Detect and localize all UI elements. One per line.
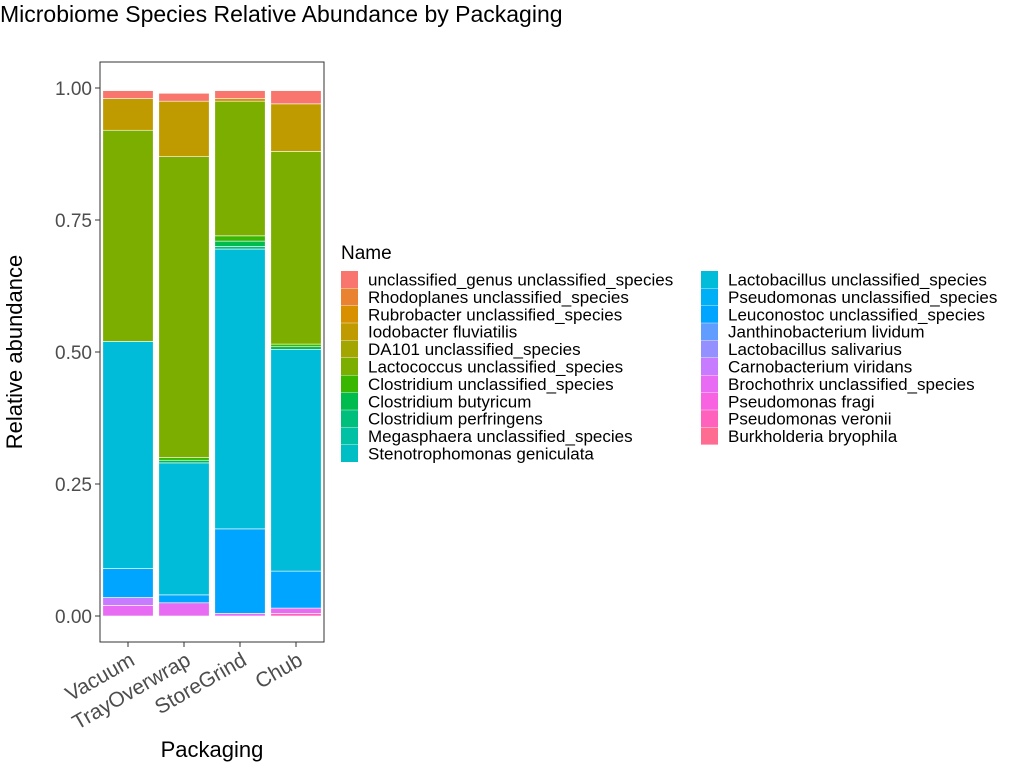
bar-segment [214, 100, 266, 237]
chart-title: Microbiome Species Relative Abundance by… [0, 1, 563, 27]
legend-label: Carnobacterium viridans [728, 358, 912, 377]
y-tick-label: 0.25 [55, 475, 92, 496]
legend-swatch [701, 305, 718, 323]
legend-label: unclassified_genus unclassified_species [368, 271, 673, 290]
legend-swatch [341, 392, 358, 410]
legend-swatch [701, 288, 718, 306]
legend-swatch [701, 271, 718, 288]
bar-segment [270, 349, 322, 572]
bar-segment [158, 459, 210, 464]
legend-title: Name [341, 243, 392, 264]
legend-label: Clostridium butyricum [368, 392, 531, 411]
legend-swatch [701, 358, 718, 375]
legend-label: Rubrobacter unclassified_species [368, 305, 622, 324]
plot-area [99, 61, 325, 643]
bar-segment [214, 90, 266, 99]
bar-segment [158, 602, 210, 617]
legend-swatch [341, 305, 358, 323]
y-tick-label: 0.75 [55, 211, 92, 232]
y-axis-label: Relative abundance [2, 255, 27, 449]
bar-segment [270, 570, 322, 609]
legend-label: Iodobacter fluviatilis [368, 323, 517, 342]
legend-swatch [701, 375, 718, 393]
legend-swatch [341, 445, 358, 462]
bar-segment [214, 240, 266, 247]
bar-segment [214, 235, 266, 242]
bar-segment [102, 605, 154, 617]
legend-swatch [701, 410, 718, 428]
bar-segment [214, 528, 266, 614]
legend-swatch [701, 392, 718, 410]
legend-label: Pseudomonas unclassified_species [728, 288, 997, 307]
legend-swatch [341, 358, 358, 375]
legend-label: Lactobacillus salivarius [728, 340, 902, 359]
legend-label: Pseudomonas fragi [728, 392, 874, 411]
bar-segment [102, 90, 154, 99]
legend-label: Burkholderia bryophila [728, 427, 898, 446]
bar-segment [102, 568, 154, 598]
bar-segment [270, 346, 322, 350]
bar-segment [158, 156, 210, 458]
legend-label: Megasphaera unclassified_species [368, 427, 633, 446]
bar-segment [270, 343, 322, 348]
y-axis: 0.00 0.25 0.50 0.75 1.00 [55, 79, 100, 628]
y-tick-label: 0.50 [55, 343, 92, 364]
y-tick-label: 0.00 [55, 607, 92, 628]
bar-segment [102, 597, 154, 606]
legend-swatch [341, 271, 358, 288]
legend-label: Leuconostoc unclassified_species [728, 305, 985, 324]
x-axis-label: Packaging [161, 737, 264, 762]
legend-label: Clostridium unclassified_species [368, 375, 614, 394]
bar-segment [102, 129, 154, 342]
bar-segment [158, 457, 210, 461]
legend-swatch [701, 323, 718, 341]
bar-segment [270, 90, 322, 105]
legend-label: Lactococcus unclassified_species [368, 358, 623, 377]
bar-segment [214, 248, 266, 530]
bar-segment [158, 100, 210, 157]
legend-swatch [341, 340, 358, 358]
legend-label: Rhodoplanes unclassified_species [368, 288, 629, 307]
x-tick-label: Chub [252, 648, 307, 693]
bar-segment [270, 151, 322, 345]
bar-segment [158, 462, 210, 596]
legend-swatch [341, 410, 358, 428]
legend-label: DA101 unclassified_species [368, 340, 581, 359]
legend-label: Lactobacillus unclassified_species [728, 271, 987, 290]
bar-segment [102, 341, 154, 569]
legend-label: Brochothrix unclassified_species [728, 375, 975, 394]
legend-swatch [341, 323, 358, 341]
legend-label: Pseudomonas veronii [728, 410, 891, 429]
bar-segment [158, 92, 210, 102]
bar-segment [270, 103, 322, 152]
legend-label: Stenotrophomonas geniculata [368, 445, 594, 464]
legend: unclassified_genus unclassified_speciesR… [341, 271, 997, 464]
legend-swatch [341, 288, 358, 306]
bar-segment [270, 607, 322, 614]
bar-segment [214, 613, 266, 617]
legend-swatch [701, 340, 718, 358]
bar-segment [102, 98, 154, 131]
legend-label: Janthinobacterium lividum [728, 323, 925, 342]
legend-swatch [341, 375, 358, 393]
bar-segment [158, 594, 210, 604]
bar-segment [214, 98, 266, 102]
bar-segment [270, 613, 322, 617]
legend-swatch [341, 427, 358, 445]
y-tick-label: 1.00 [55, 79, 92, 100]
legend-label: Clostridium perfringens [368, 410, 543, 429]
legend-swatch [701, 427, 718, 445]
bar-segment [214, 246, 266, 250]
